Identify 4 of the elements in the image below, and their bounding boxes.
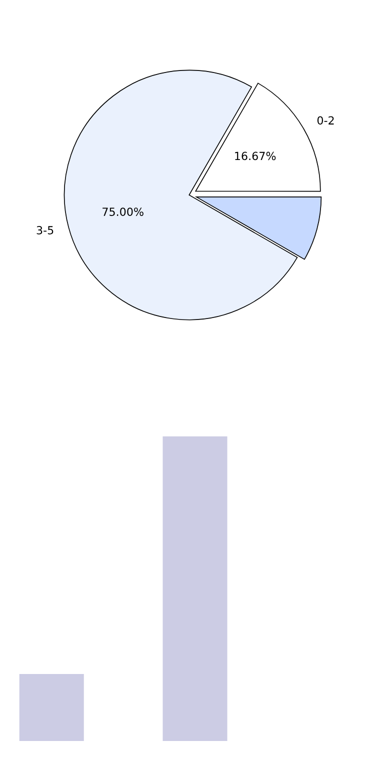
slice-label: 0-2 bbox=[317, 116, 334, 125]
data-label: 75.00% bbox=[102, 208, 144, 216]
slice-label: 3-5 bbox=[36, 226, 54, 234]
data-label: 16.67% bbox=[235, 152, 276, 160]
